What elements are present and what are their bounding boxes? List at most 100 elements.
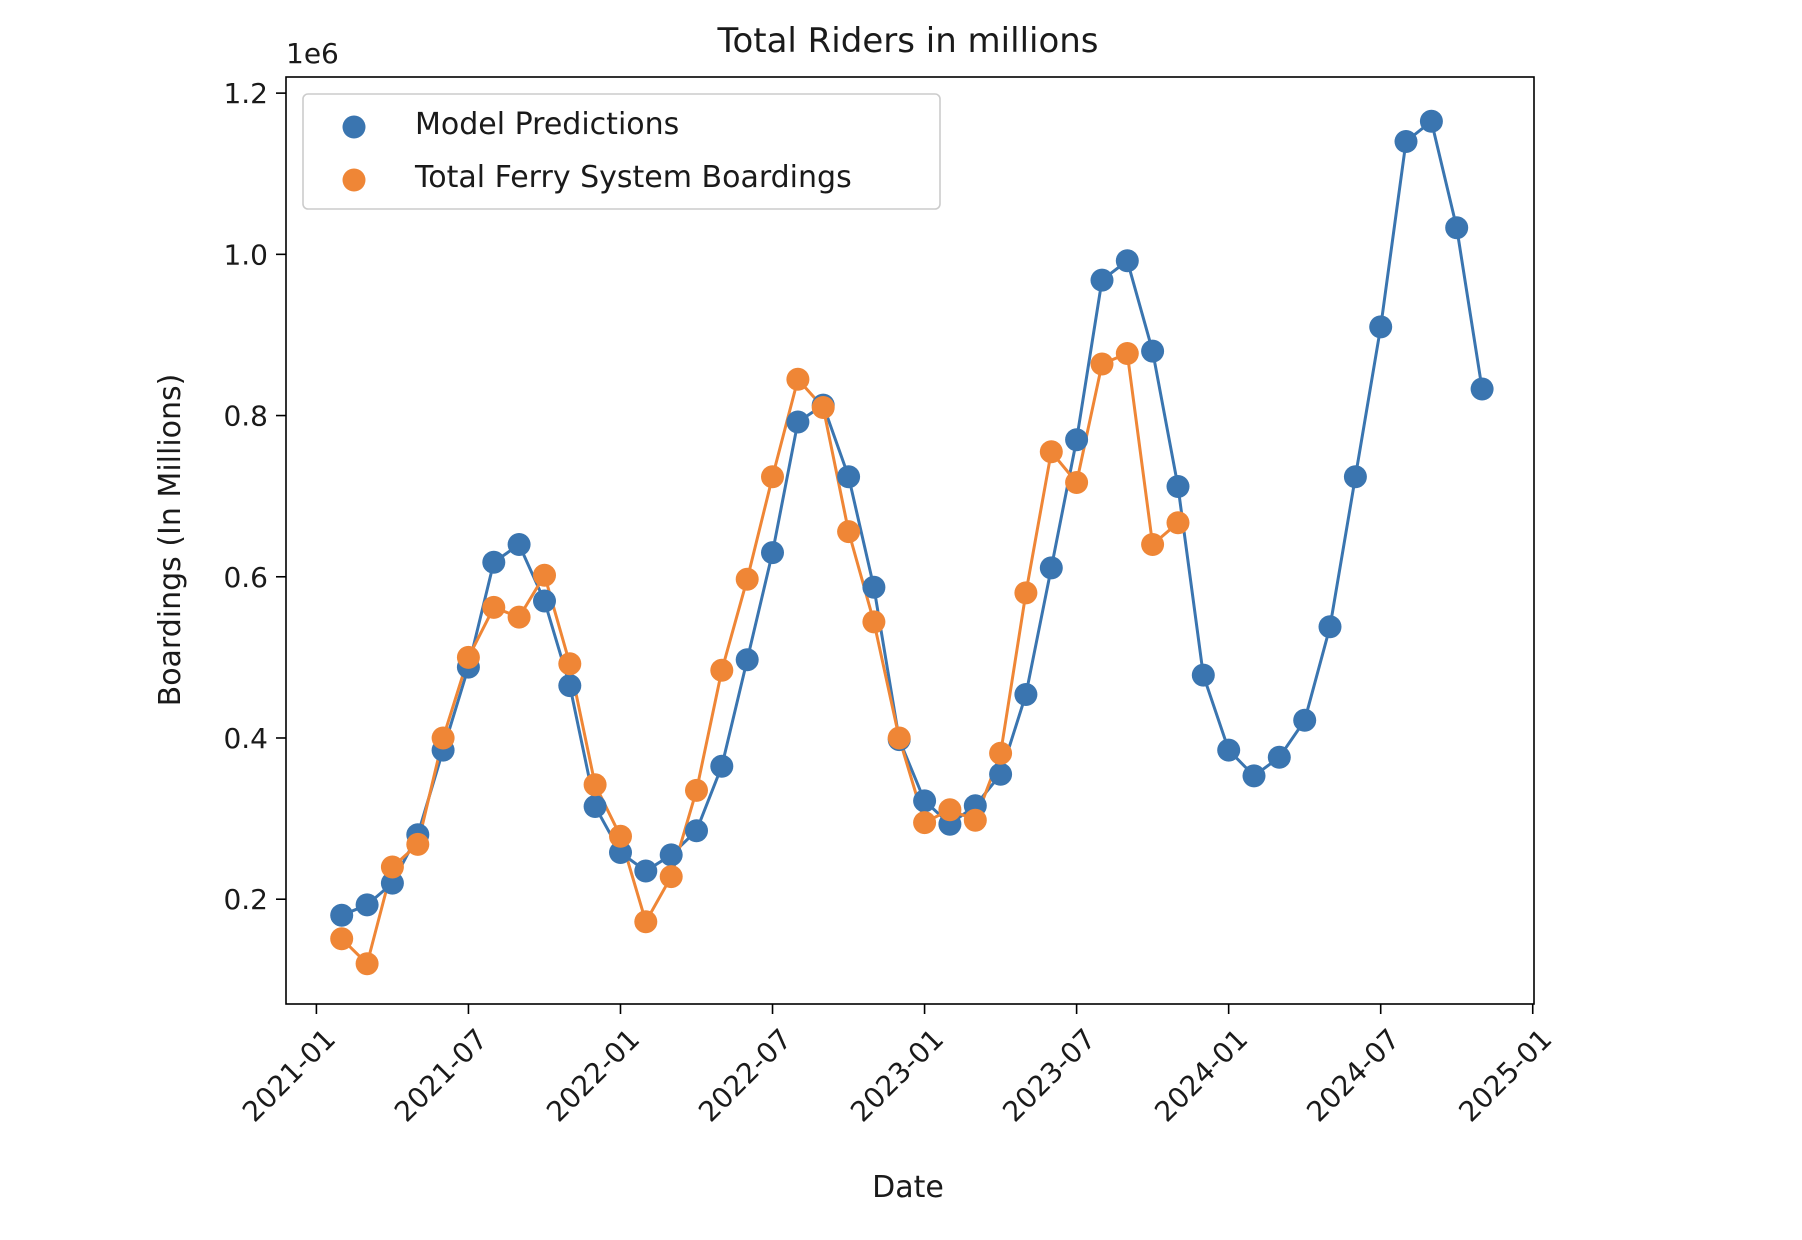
data-point-model-predictions: [1039, 556, 1063, 580]
data-point-total-ferry-system-boardings: [634, 910, 658, 934]
series-lines: [340, 118, 1484, 967]
data-point-model-predictions: [1369, 315, 1393, 339]
data-point-model-predictions: [1318, 615, 1342, 639]
data-point-model-predictions: [1217, 738, 1241, 762]
data-point-model-predictions: [1293, 708, 1317, 732]
data-point-total-ferry-system-boardings: [609, 824, 632, 848]
data-point-model-predictions: [507, 533, 531, 556]
data-point-model-predictions: [685, 819, 708, 843]
data-point-total-ferry-system-boardings: [786, 367, 810, 391]
data-point-model-predictions: [1166, 475, 1190, 498]
legend-label-total-ferry-system-boardings: Total Ferry System Boardings: [414, 160, 852, 195]
plot-area: [285, 76, 1535, 1005]
data-point-total-ferry-system-boardings: [1166, 511, 1190, 535]
x-tick-label: 2023-01: [844, 1022, 950, 1128]
data-point-total-ferry-system-boardings: [1090, 352, 1114, 376]
series-line-total-ferry-system-boardings: [340, 351, 1179, 967]
x-tick-label: 2022-01: [540, 1022, 646, 1128]
y-tick-label: 0.8: [223, 400, 268, 433]
data-point-model-predictions: [710, 754, 734, 778]
y-tick-label: 1.2: [223, 77, 268, 110]
data-point-model-predictions: [583, 795, 607, 818]
y-axis-label: Boardings (In Millions): [153, 374, 188, 707]
data-point-total-ferry-system-boardings: [1039, 440, 1063, 464]
x-tick-label: 2024-07: [1300, 1022, 1406, 1128]
data-point-model-predictions: [1115, 249, 1139, 273]
legend: Model Predictions Total Ferry System Boa…: [302, 93, 941, 210]
legend-marker-total-ferry-system-boardings: [342, 168, 366, 192]
data-point-model-predictions: [1267, 745, 1291, 769]
data-point-total-ferry-system-boardings: [837, 520, 861, 544]
data-point-model-predictions: [1394, 130, 1418, 153]
data-point-total-ferry-system-boardings: [1065, 471, 1089, 494]
data-point-model-predictions: [761, 541, 784, 565]
data-point-total-ferry-system-boardings: [938, 798, 962, 822]
data-point-total-ferry-system-boardings: [1141, 533, 1165, 556]
data-point-total-ferry-system-boardings: [1014, 581, 1038, 605]
data-point-total-ferry-system-boardings: [735, 567, 759, 591]
data-point-total-ferry-system-boardings: [710, 658, 734, 682]
data-point-total-ferry-system-boardings: [507, 605, 531, 629]
x-tick-label: 2025-01: [1452, 1022, 1558, 1128]
data-point-total-ferry-system-boardings: [913, 811, 937, 835]
data-point-model-predictions: [533, 589, 556, 613]
x-axis-label: Date: [872, 1170, 944, 1205]
data-point-model-predictions: [1419, 109, 1443, 133]
data-point-total-ferry-system-boardings: [685, 778, 708, 802]
series-points: [330, 109, 1494, 976]
data-point-model-predictions: [659, 843, 683, 867]
data-point-total-ferry-system-boardings: [887, 726, 911, 750]
legend-marker-model-predictions: [342, 115, 366, 139]
data-point-model-predictions: [1191, 663, 1215, 687]
legend-frame: [302, 93, 941, 210]
y-axis: 0.2 0.4 0.6 0.8 1.0 1.2: [223, 77, 286, 916]
data-point-model-predictions: [634, 859, 658, 883]
data-point-model-predictions: [558, 674, 582, 698]
data-point-total-ferry-system-boardings: [406, 832, 430, 856]
data-point-model-predictions: [609, 841, 632, 864]
y-tick-label: 1.0: [223, 238, 268, 271]
y-offset-label: 1e6: [286, 37, 339, 70]
data-point-model-predictions: [735, 648, 759, 672]
data-point-model-predictions: [837, 465, 861, 489]
data-point-model-predictions: [482, 550, 506, 574]
data-point-model-predictions: [1014, 683, 1038, 706]
y-tick-label: 0.6: [223, 561, 268, 594]
data-point-model-predictions: [786, 410, 810, 434]
data-point-model-predictions: [380, 871, 404, 895]
data-point-model-predictions: [330, 903, 354, 927]
y-tick-label: 0.4: [223, 722, 268, 755]
data-point-total-ferry-system-boardings: [558, 652, 582, 676]
x-tick-label: 2024-01: [1148, 1022, 1254, 1128]
x-tick-label: 2022-07: [692, 1022, 798, 1128]
data-point-model-predictions: [1470, 377, 1494, 401]
data-point-model-predictions: [1141, 339, 1165, 363]
data-point-total-ferry-system-boardings: [482, 595, 506, 619]
data-point-total-ferry-system-boardings: [659, 865, 683, 889]
data-point-total-ferry-system-boardings: [862, 610, 886, 634]
data-point-model-predictions: [989, 762, 1013, 786]
data-point-total-ferry-system-boardings: [456, 645, 480, 669]
y-tick-label: 0.2: [223, 883, 268, 916]
data-point-total-ferry-system-boardings: [431, 726, 455, 750]
data-point-total-ferry-system-boardings: [989, 741, 1013, 765]
data-point-total-ferry-system-boardings: [583, 773, 607, 797]
data-point-total-ferry-system-boardings: [811, 396, 835, 419]
data-point-model-predictions: [1065, 428, 1089, 452]
data-point-model-predictions: [1242, 764, 1266, 788]
x-tick-label: 2021-01: [236, 1022, 342, 1128]
legend-label-model-predictions: Model Predictions: [415, 107, 679, 142]
data-point-total-ferry-system-boardings: [1115, 342, 1139, 365]
data-point-total-ferry-system-boardings: [355, 952, 379, 976]
data-point-total-ferry-system-boardings: [761, 465, 784, 489]
data-point-total-ferry-system-boardings: [963, 808, 987, 832]
x-axis: 2021-01 2021-07 2022-01 2022-07 2023-01 2023-…: [236, 1004, 1558, 1128]
data-point-model-predictions: [862, 575, 886, 599]
data-point-total-ferry-system-boardings: [380, 855, 404, 879]
series-line-model-predictions: [341, 118, 1484, 917]
data-point-model-predictions: [1445, 216, 1469, 240]
chart-title: Total Riders in millions: [716, 21, 1098, 61]
data-point-total-ferry-system-boardings: [330, 927, 354, 951]
data-point-model-predictions: [1343, 465, 1367, 489]
